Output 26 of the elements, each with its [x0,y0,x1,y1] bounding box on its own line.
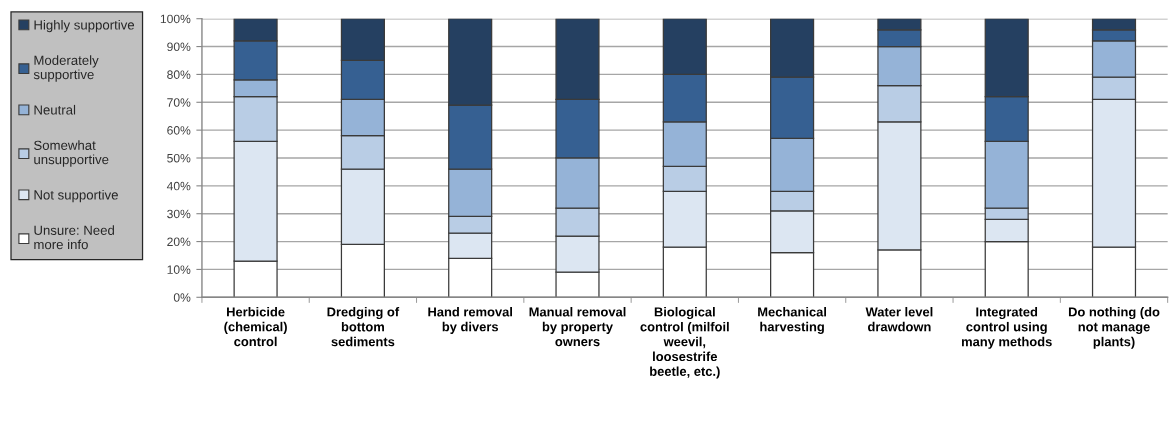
y-tick-label: 60% [167,126,191,135]
y-tick-label: 0% [173,293,191,302]
y-tick-label: 20% [167,237,191,247]
x-tick-label: Integrated control using many methods [961,307,1052,349]
y-tick-label: 50% [167,153,191,163]
legend-label: Moderately supportive [33,55,99,82]
x-tick-label: Do nothing (do not manage plants) [1068,307,1160,349]
y-tick-label: 80% [167,70,191,79]
legend-label: Somewhat unsupportive [34,140,109,167]
legend-label: Highly supportive [34,19,135,33]
x-tick-label: Mechanical harvesting [758,307,827,334]
x-tick-label: Dredging of bottom sediments [327,307,400,347]
legend-label: Neutral [34,104,76,115]
x-tick-label: Biological control (milfoil weevil, loosestrife beetle, etc.) [640,307,729,379]
y-tick-label: 90% [167,42,191,52]
x-tick-label: Hand removal by divers [428,307,512,334]
y-tick-label: 10% [167,265,191,274]
y-tick-label: 70% [167,98,191,107]
legend-label: Not supportive [34,189,118,203]
x-tick-label: Herbicide (chemical) control [224,307,287,347]
legend-label: Unsure: Need more info [34,225,114,250]
y-tick-label: 30% [167,209,191,219]
x-tick-label: Manual removal by property owners [529,307,626,347]
y-tick-label: 40% [166,181,191,191]
x-tick-label: Water level drawdown [865,307,933,332]
y-tick-label: 100% [160,14,191,24]
